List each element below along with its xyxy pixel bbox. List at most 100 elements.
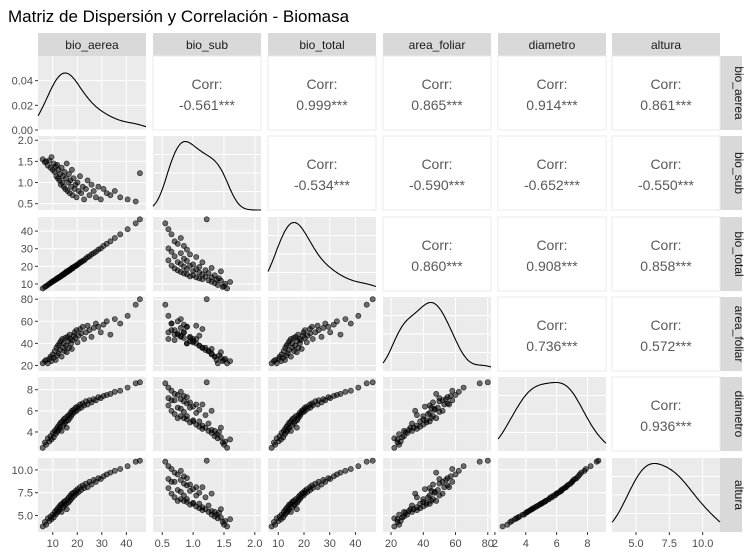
point-diametro-area_foliar [394, 436, 401, 443]
panel-bio_total-diametro: Corr: 0.908*** [497, 216, 607, 292]
point-area_foliar-bio_aerea [95, 323, 102, 330]
y-tick-label: 0.02 [12, 100, 33, 112]
point-altura-diametro [587, 463, 594, 470]
panel-bio_total-bio_aerea [38, 216, 146, 292]
point-area_foliar-bio_total [318, 333, 325, 340]
point-area_foliar-bio_total [309, 336, 316, 342]
y-axis-bio_total: 10 20 30 40 [21, 226, 38, 291]
x-axis-bio_sub: 0.5 1.0 1.5 2.0 [155, 532, 262, 550]
point-bio_sub-bio_aerea [83, 185, 89, 192]
point-altura-bio_aerea [43, 521, 49, 528]
point-bio_total-bio_sub [190, 261, 196, 268]
point-area_foliar-bio_total [342, 316, 349, 322]
point-diametro-area_foliar [434, 404, 441, 411]
panel-bio_aerea-bio_aerea [37, 56, 147, 131]
point-altura-area_foliar [434, 487, 441, 493]
point-bio_total-bio_aerea [111, 235, 118, 241]
point-altura-bio_aerea [124, 463, 131, 470]
point-area_foliar-bio_sub [165, 312, 172, 319]
corr-label: Corr: [191, 76, 222, 92]
x-tick-label: 40 [120, 538, 132, 550]
point-diametro-area_foliar [425, 411, 431, 417]
point-altura-bio_sub [196, 500, 203, 507]
point-bio_total-bio_sub [162, 220, 169, 227]
point-altura-bio_sub [165, 476, 172, 482]
panel-bio_aerea-area_foliar: Corr: 0.865*** [382, 55, 492, 131]
point-diametro-bio_sub [174, 404, 181, 411]
point-altura-area_foliar [396, 511, 402, 518]
point-diametro-bio_sub [222, 438, 229, 445]
point-diametro-bio_sub [162, 380, 169, 387]
y-tick-label: 10.0 [12, 465, 33, 477]
point-altura-bio_aerea [136, 457, 143, 464]
panel-bio_sub-bio_total: Corr: -0.534*** [267, 135, 377, 211]
point-diametro-bio_sub [203, 379, 210, 386]
point-diametro-area_foliar [420, 413, 427, 419]
point-diametro-area_foliar [396, 431, 402, 437]
y-tick-label: 0.5 [18, 199, 33, 211]
point-altura-area_foliar [430, 481, 436, 488]
point-diametro-bio_aerea [63, 424, 70, 431]
point-bio_total-bio_sub [165, 245, 172, 252]
point-diametro-bio_sub [217, 424, 224, 431]
point-area_foliar-bio_total [298, 345, 305, 352]
panel-bio_total-bio_total [267, 217, 377, 291]
corr-value: 0.936*** [640, 418, 692, 434]
point-area_foliar-bio_sub [217, 349, 224, 356]
corr-label: Corr: [650, 76, 681, 92]
point-diametro-area_foliar [412, 407, 419, 414]
point-bio_total-bio_sub [227, 279, 233, 285]
point-diametro-bio_sub [180, 393, 187, 399]
row-strip-label: diametro [732, 391, 746, 438]
row-strip-label: bio_total [732, 231, 746, 276]
panel-bio_sub-bio_sub [152, 136, 261, 211]
point-diametro-bio_sub [227, 436, 233, 443]
x-axis-bio_total: 10 20 30 40 [272, 532, 362, 550]
corr-value: 0.908*** [526, 258, 578, 274]
corr-label: Corr: [421, 237, 452, 253]
point-area_foliar-bio_sub [180, 321, 187, 328]
point-bio_sub-bio_aerea [124, 196, 131, 203]
point-area_foliar-bio_aerea [81, 336, 87, 342]
panel-bio_aerea-bio_sub: Corr: -0.561*** [152, 55, 262, 131]
point-bio_total-bio_sub [193, 254, 200, 260]
point-bio_sub-bio_aerea [100, 185, 107, 192]
y-tick-label: 40 [21, 338, 33, 350]
point-altura-diametro [595, 457, 602, 464]
x-tick-label: 30 [96, 538, 108, 550]
point-altura-area_foliar [460, 463, 467, 470]
point-diametro-area_foliar [430, 399, 436, 406]
point-altura-bio_sub [227, 516, 233, 523]
point-altura-bio_sub [202, 494, 209, 501]
corr-label: Corr: [650, 156, 681, 172]
panel-diametro-bio_sub [153, 377, 261, 451]
point-bio_total-bio_sub [199, 259, 206, 266]
point-altura-area_foliar [452, 471, 459, 478]
corr-value: -0.590*** [409, 177, 466, 193]
point-altura-area_foliar [413, 504, 420, 511]
corr-label: Corr: [306, 76, 337, 92]
y-axis-bio_aerea: 0.00 0.02 0.04 [12, 76, 38, 137]
point-bio_total-bio_aerea [132, 220, 139, 227]
point-area_foliar-bio_aerea [74, 339, 81, 346]
point-altura-bio_sub [199, 504, 206, 511]
point-bio_total-bio_sub [202, 267, 209, 274]
point-bio_sub-bio_aerea [63, 160, 70, 167]
point-diametro-bio_total [293, 424, 300, 431]
point-diametro-area_foliar [449, 387, 456, 394]
corr-label: Corr: [650, 317, 681, 333]
point-altura-bio_sub [180, 492, 187, 499]
point-altura-bio_sub [203, 457, 210, 464]
point-diametro-bio_total [268, 444, 275, 451]
point-diametro-area_foliar [460, 384, 467, 391]
point-diametro-area_foliar [433, 390, 440, 397]
point-altura-area_foliar [391, 523, 398, 530]
point-altura-area_foliar [420, 496, 427, 502]
point-altura-bio_sub [165, 485, 172, 491]
panel-bio_sub-altura: Corr: -0.550*** [611, 135, 721, 211]
point-bio_total-bio_sub [222, 280, 229, 287]
density-curve-bio_total [267, 221, 377, 288]
point-altura-bio_sub [171, 469, 178, 476]
point-area_foliar-bio_aerea [78, 330, 85, 337]
panel-altura-bio_total [268, 457, 376, 532]
